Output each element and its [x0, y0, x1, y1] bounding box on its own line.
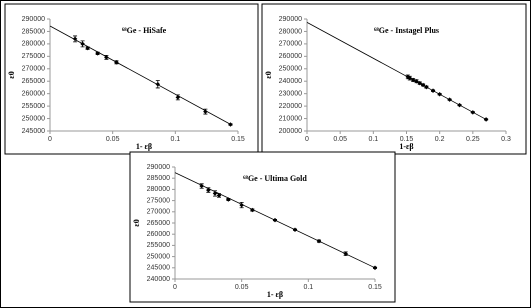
- y-tick-label: 255000: [22, 103, 45, 110]
- y-axis-label: ε0: [132, 219, 141, 226]
- x-tick-label: 0.05: [235, 284, 249, 291]
- y-tick-label: 280000: [22, 41, 45, 48]
- chart-title: ⁶⁸Ge - Instagel Plus: [374, 26, 439, 35]
- x-axis-label: 1- εβ: [267, 290, 283, 299]
- x-tick-label: 0.2: [435, 136, 445, 143]
- y-tick-label: 290000: [279, 16, 302, 23]
- x-tick-label: 0: [48, 136, 52, 143]
- y-tick-label: 220000: [279, 103, 302, 110]
- y-tick-label: 285000: [22, 28, 45, 35]
- y-tick-label: 290000: [22, 16, 45, 23]
- x-tick-label: 0.1: [303, 284, 313, 291]
- data-point: [175, 95, 181, 100]
- y-tick-label: 250000: [147, 253, 170, 260]
- x-tick-label: 0.05: [333, 136, 347, 143]
- data-point: [372, 265, 378, 271]
- data-point: [272, 217, 278, 223]
- y-tick-label: 270000: [279, 41, 302, 48]
- x-tick-label: 0.15: [231, 136, 245, 143]
- x-tick-label: 0.1: [368, 136, 378, 143]
- data-point: [316, 238, 322, 244]
- x-tick-label: 0.1: [170, 136, 180, 143]
- y-tick-label: 285000: [147, 175, 170, 182]
- x-axis-label: 1-εβ: [399, 142, 413, 151]
- y-tick-label: 240000: [147, 276, 170, 283]
- y-tick-label: 250000: [22, 115, 45, 122]
- panel-frame: [261, 3, 527, 155]
- data-point: [85, 45, 90, 51]
- y-axis-label: ε0: [7, 71, 16, 78]
- data-point: [72, 36, 78, 42]
- x-tick-label: 0: [305, 136, 309, 143]
- data-point: [228, 122, 233, 127]
- x-axis-label: 1- εβ: [136, 142, 152, 151]
- y-tick-label: 260000: [147, 231, 170, 238]
- y-tick-label: 275000: [22, 53, 45, 60]
- fit-line: [306, 22, 487, 120]
- panel-frame: [129, 151, 396, 303]
- x-tick-label: 0.25: [466, 136, 480, 143]
- y-tick-label: 245000: [22, 128, 45, 135]
- fit-line: [49, 25, 232, 126]
- y-tick-label: 240000: [279, 78, 302, 85]
- data-point: [104, 55, 109, 60]
- y-tick-label: 230000: [279, 91, 302, 98]
- y-tick-label: 255000: [147, 242, 170, 249]
- data-point: [114, 60, 119, 65]
- chart-title: ⁶⁸Ge - Ultima Gold: [243, 174, 307, 183]
- data-point: [95, 51, 100, 56]
- y-axis-label: ε0: [264, 71, 273, 78]
- data-point: [437, 92, 442, 97]
- y-tick-label: 265000: [22, 78, 45, 85]
- data-point: [203, 109, 208, 114]
- y-tick-label: 265000: [147, 220, 170, 227]
- y-tick-label: 260000: [22, 91, 45, 98]
- x-tick-label: 0.15: [400, 136, 414, 143]
- y-tick-label: 290000: [147, 164, 170, 171]
- y-tick-label: 260000: [279, 53, 302, 60]
- x-tick-label: 0.3: [501, 136, 511, 143]
- y-tick-label: 200000: [279, 128, 302, 135]
- y-tick-label: 275000: [147, 197, 170, 204]
- y-tick-label: 210000: [279, 115, 302, 122]
- chart-title: ⁶⁸Ge - HiSafe: [122, 26, 167, 35]
- y-tick-label: 245000: [147, 265, 170, 272]
- data-point: [343, 251, 348, 256]
- x-tick-label: 0: [173, 284, 177, 291]
- panel-frame: [4, 3, 259, 155]
- y-tick-label: 270000: [147, 209, 170, 216]
- y-tick-label: 250000: [279, 66, 302, 73]
- y-tick-label: 280000: [279, 28, 302, 35]
- y-tick-label: 280000: [147, 186, 170, 193]
- x-tick-label: 0.15: [368, 284, 382, 291]
- x-tick-label: 0.05: [106, 136, 120, 143]
- y-tick-label: 270000: [22, 66, 45, 73]
